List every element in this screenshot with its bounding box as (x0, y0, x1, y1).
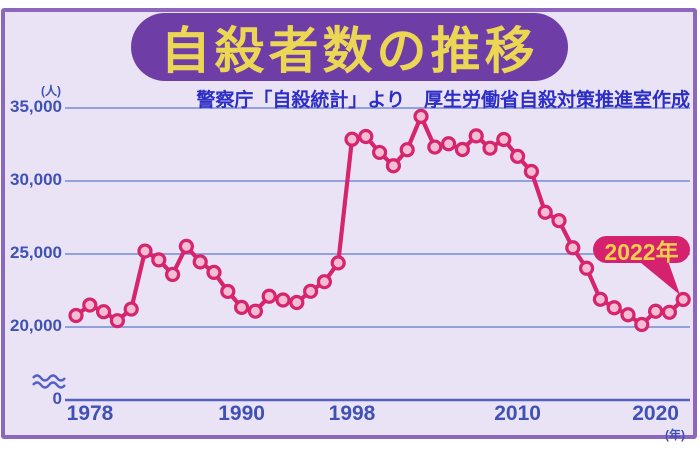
data-point-2019 (634, 316, 650, 333)
callout-2022-label: 2022年 (604, 238, 679, 265)
y-axis-unit-label: (人) (41, 84, 61, 98)
data-point-2004 (427, 139, 443, 155)
data-point-1998 (344, 131, 360, 147)
data-point-2012 (537, 204, 553, 220)
data-point-1994 (289, 294, 305, 311)
callout-tail (635, 258, 680, 295)
x-tick-label: 2020 (632, 402, 679, 425)
data-point-2011 (523, 163, 540, 180)
data-point-2000 (372, 144, 388, 161)
data-point-1982 (123, 301, 139, 317)
x-tick-label: 1998 (328, 402, 376, 425)
data-point-1989 (220, 283, 236, 300)
data-point-1990 (234, 299, 250, 315)
axis-break-icon (32, 374, 66, 382)
source-note: 警察庁「自殺統計」より 厚生労働省自殺対策推進室作成 (196, 90, 690, 111)
data-point-2009 (496, 131, 512, 148)
data-point-1997 (330, 255, 346, 271)
y-tick-label: 35,000 (10, 97, 62, 116)
data-point-2010 (509, 148, 526, 164)
data-point-2016 (592, 291, 609, 307)
data-point-1987 (192, 254, 208, 270)
data-point-1988 (206, 264, 222, 280)
y-axis-zero-label: 0 (52, 389, 62, 408)
data-point-2020 (647, 303, 664, 319)
data-point-2001 (385, 158, 401, 174)
chart-title-banner: 自殺者数の推移 (131, 13, 568, 81)
data-point-1999 (358, 128, 374, 145)
x-tick-label: 1978 (66, 402, 114, 425)
y-tick-label: 20,000 (10, 316, 62, 335)
callout-2022-badge: 2022年 (593, 236, 690, 265)
data-point-2005 (441, 136, 457, 152)
x-tick-label: 2010 (494, 402, 541, 425)
data-point-2014 (565, 240, 581, 256)
data-point-2008 (482, 140, 498, 156)
axis-break-icon (32, 381, 66, 389)
x-axis-unit-label: (年) (665, 428, 685, 442)
data-point-2015 (578, 260, 595, 276)
data-point-2022 (675, 291, 691, 308)
data-point-1981 (109, 313, 126, 329)
data-point-2017 (606, 300, 622, 316)
data-point-1992 (261, 288, 277, 304)
data-point-2013 (551, 213, 567, 229)
data-point-1984 (151, 252, 167, 268)
data-point-1978 (68, 307, 84, 324)
y-tick-label: 25,000 (10, 243, 62, 262)
data-point-1979 (82, 297, 98, 313)
data-point-1980 (95, 304, 112, 320)
chart-title: 自殺者数の推移 (160, 23, 539, 79)
data-point-1991 (247, 303, 263, 319)
data-point-2018 (620, 307, 636, 323)
data-point-1996 (316, 274, 332, 290)
data-point-2007 (468, 128, 484, 144)
x-tick-label: 1990 (218, 402, 265, 425)
data-point-2021 (661, 304, 678, 320)
data-point-1983 (137, 243, 153, 259)
data-point-1993 (275, 292, 291, 308)
data-point-2006 (454, 141, 470, 158)
data-point-1995 (303, 283, 319, 299)
data-point-2002 (399, 142, 415, 158)
data-point-2003 (413, 108, 429, 124)
data-point-1986 (178, 238, 194, 254)
data-point-1985 (165, 266, 181, 283)
y-tick-label: 30,000 (10, 170, 62, 189)
